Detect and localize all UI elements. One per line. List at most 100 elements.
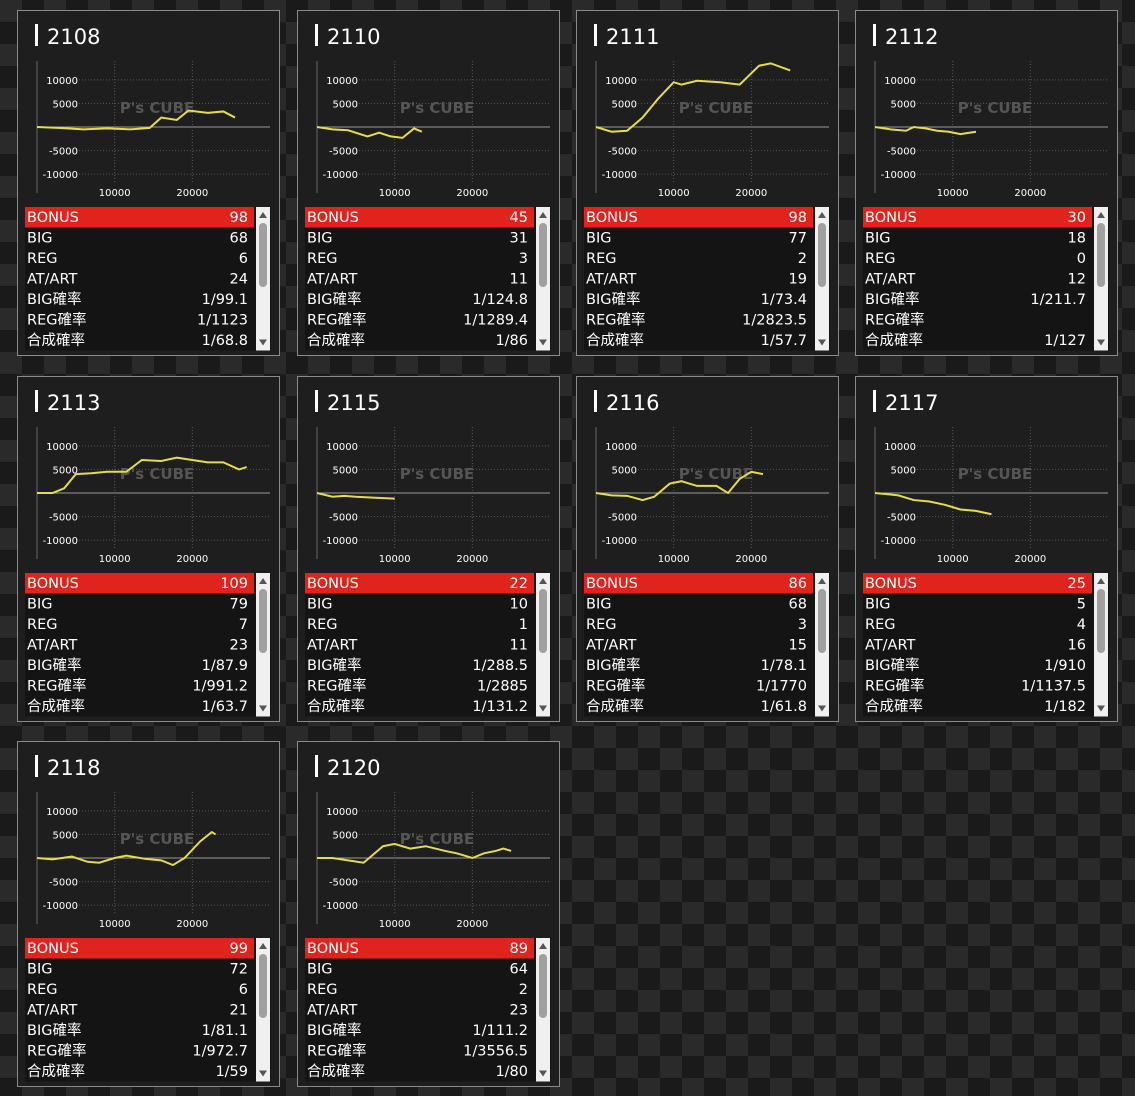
row-value: 1/1137.5 — [1021, 679, 1086, 695]
scroll-down — [259, 339, 267, 346]
y-tick-label: -10000 — [323, 536, 358, 547]
scrollbar-thumb — [1097, 223, 1105, 287]
card-title: 2108 — [47, 25, 100, 49]
scroll-up — [259, 578, 267, 584]
y-tick-label: 5000 — [612, 99, 637, 110]
y-tick-label: -5000 — [49, 147, 78, 158]
card: 2112 P's CUBE 10000 5000 -5000 -10000 10000 200… — [855, 10, 1118, 356]
row-label: REG — [586, 251, 616, 267]
scroll-up — [539, 943, 547, 949]
row-label: BONUS — [27, 941, 79, 957]
row-value: 11 — [510, 272, 528, 288]
row-label: BIG確率 — [865, 657, 919, 674]
bonus-row — [584, 573, 813, 594]
y-tick-label: 10000 — [605, 76, 637, 87]
y-tick-label: 10000 — [605, 442, 637, 453]
scrollbar-thumb — [539, 954, 547, 1018]
scroll-down — [539, 1070, 547, 1077]
title-bar — [35, 24, 38, 46]
scrollbar-thumb — [259, 223, 267, 287]
card-title: 2112 — [885, 25, 938, 49]
card-title: 2113 — [47, 391, 100, 415]
x-tick-label: 10000 — [99, 188, 131, 199]
scroll-up — [259, 212, 267, 218]
row-value: 1/1289.4 — [463, 313, 528, 329]
row-label: 合成確率 — [27, 332, 85, 349]
row-label: 合成確率 — [865, 332, 923, 349]
row-label: BIG確率 — [307, 1022, 361, 1039]
card-title: 2120 — [327, 756, 380, 780]
watermark: P's CUBE — [400, 465, 475, 483]
table-bg — [584, 573, 830, 717]
watermark: P's CUBE — [958, 465, 1033, 483]
row-label: AT/ART — [586, 638, 636, 654]
row-value: 1/972.7 — [192, 1044, 248, 1060]
row-value: 1/61.8 — [761, 699, 807, 715]
y-tick-label: 5000 — [891, 99, 916, 110]
row-value: 15 — [789, 638, 807, 654]
row-label: AT/ART — [27, 1003, 77, 1019]
row-label: AT/ART — [307, 638, 357, 654]
card: 2115 P's CUBE 10000 5000 -5000 -10000 10000 200… — [297, 376, 560, 722]
row-label: REG確率 — [307, 1043, 366, 1060]
row-value: 1/127 — [1044, 333, 1086, 349]
table-bg — [305, 207, 551, 351]
data-line — [37, 456, 247, 494]
bonus-row — [584, 207, 813, 228]
y-tick-label: -10000 — [602, 170, 637, 181]
row-label: AT/ART — [27, 638, 77, 654]
row-value: 18 — [1068, 231, 1086, 247]
row-label: REG — [27, 982, 57, 998]
row-label: REG確率 — [27, 312, 86, 329]
row-value: 77 — [789, 231, 807, 247]
title-bar — [35, 390, 38, 412]
row-label: 合成確率 — [307, 1063, 365, 1080]
row-label: BONUS — [586, 210, 638, 226]
bonus-row — [25, 938, 254, 959]
row-label: BIG — [27, 597, 52, 613]
title-bar — [315, 755, 318, 777]
x-tick-label: 10000 — [658, 554, 690, 565]
row-label: REG確率 — [865, 678, 924, 695]
y-tick-label: -5000 — [49, 878, 78, 889]
row-value: 99 — [230, 941, 248, 957]
y-tick-label: -5000 — [329, 513, 358, 524]
row-label: REG — [307, 982, 337, 998]
row-label: BIG確率 — [307, 657, 361, 674]
card: 2110 P's CUBE 10000 5000 -5000 -10000 10000 200… — [297, 10, 560, 356]
row-value: 1/3556.5 — [463, 1044, 528, 1060]
row-value: 1/131.2 — [472, 699, 528, 715]
row-value: 10 — [510, 597, 528, 613]
y-tick-label: -5000 — [887, 513, 916, 524]
row-label: AT/ART — [586, 272, 636, 288]
row-label: BIG確率 — [307, 291, 361, 308]
row-label: REG — [865, 251, 895, 267]
y-tick-label: -5000 — [49, 513, 78, 524]
row-label: BONUS — [307, 210, 359, 226]
row-label: AT/ART — [865, 638, 915, 654]
row-label: BIG確率 — [27, 291, 81, 308]
y-tick-label: 10000 — [46, 807, 78, 818]
row-value: 1/78.1 — [761, 658, 807, 674]
row-value: 12 — [1068, 272, 1086, 288]
card-title: 2116 — [606, 391, 659, 415]
row-value: 1/80 — [495, 1064, 528, 1080]
watermark: P's CUBE — [679, 465, 754, 483]
row-value: 1/73.4 — [761, 292, 807, 308]
data-line — [874, 125, 977, 136]
row-value: 68 — [230, 231, 248, 247]
row-value: 4 — [1077, 617, 1086, 633]
table-bg — [584, 207, 830, 351]
row-label: BIG — [27, 231, 52, 247]
card-title: 2115 — [327, 391, 380, 415]
y-tick-label: -10000 — [43, 170, 78, 181]
scroll-down — [259, 1070, 267, 1077]
row-label: BONUS — [307, 941, 359, 957]
row-value: 98 — [789, 210, 807, 226]
row-value: 98 — [230, 210, 248, 226]
data-line — [317, 842, 512, 864]
row-value: 30 — [1068, 210, 1086, 226]
title-bar — [873, 390, 876, 412]
row-value: 6 — [239, 982, 248, 998]
row-label: 合成確率 — [307, 332, 365, 349]
